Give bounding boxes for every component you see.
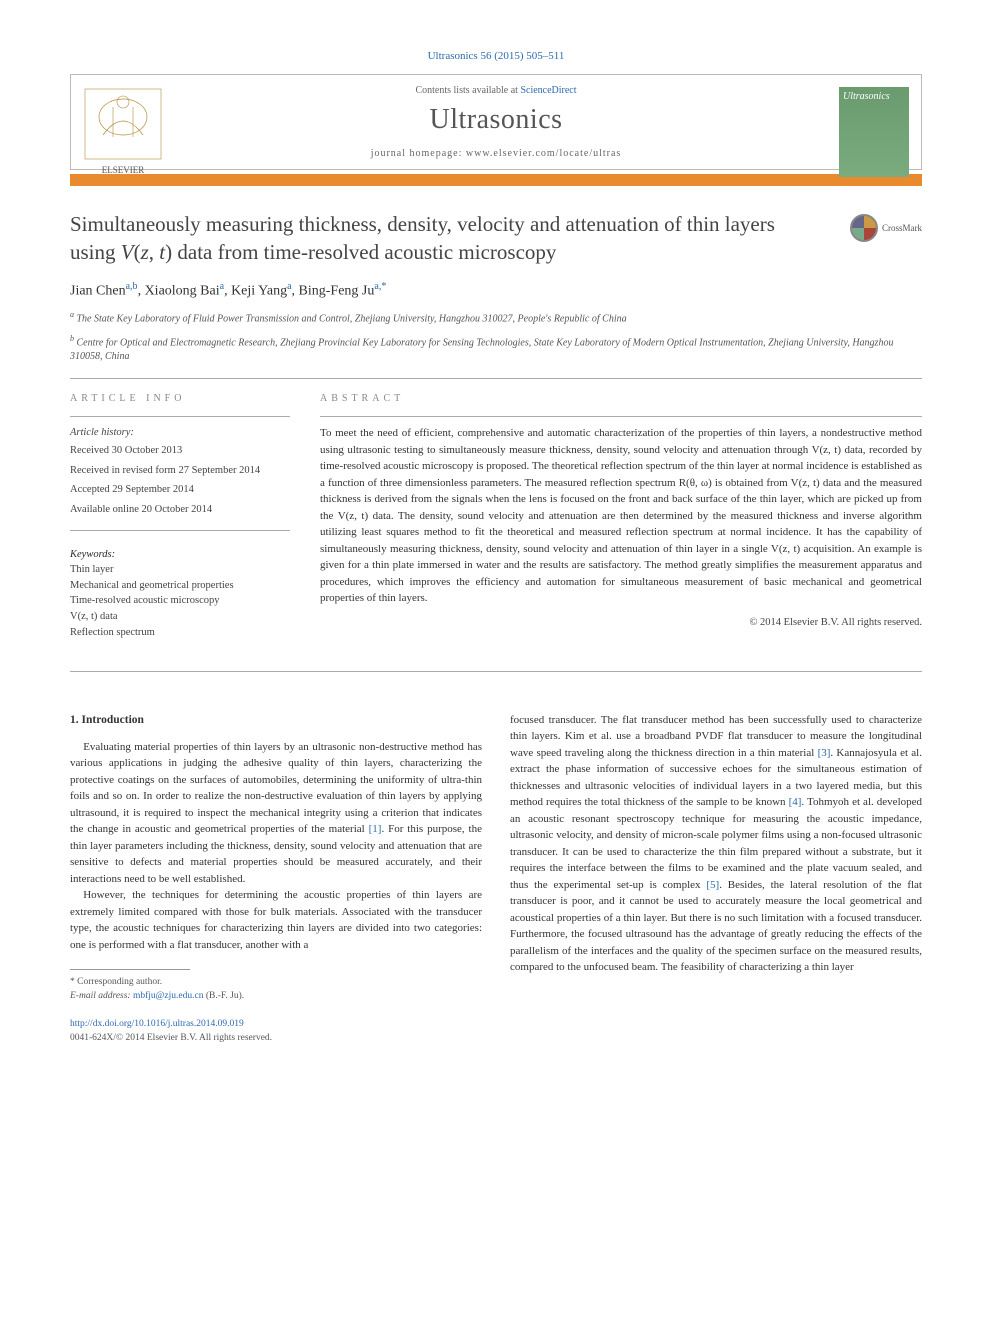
sciencedirect-link[interactable]: ScienceDirect	[520, 85, 576, 96]
divider	[70, 671, 922, 672]
intro-para-3: focused transducer. The flat transducer …	[510, 712, 922, 976]
authors-line: Jian Chena,b, Xiaolong Baia, Keji Yanga,…	[70, 281, 922, 300]
author-1-affil[interactable]: a,b	[126, 281, 138, 292]
homepage-prefix: journal homepage:	[371, 148, 466, 159]
author-2-affil[interactable]: a	[220, 281, 224, 292]
author-1[interactable]: Jian Chen	[70, 283, 126, 298]
elsevier-logo[interactable]: ELSEVIER	[83, 87, 163, 177]
crossmark-label: CrossMark	[882, 222, 922, 234]
keyword-1: Thin layer	[70, 562, 290, 578]
crossmark-badge[interactable]: CrossMark	[850, 214, 922, 242]
journal-header: ELSEVIER Ultrasonics Contents lists avai…	[70, 74, 922, 170]
article-title: Simultaneously measuring thickness, dens…	[70, 210, 922, 267]
crossmark-icon	[850, 214, 878, 242]
doi-link[interactable]: http://dx.doi.org/10.1016/j.ultras.2014.…	[70, 1019, 244, 1029]
history-revised: Received in revised form 27 September 20…	[70, 463, 290, 479]
footnote-separator	[70, 969, 190, 970]
section-heading-intro: 1. Introduction	[70, 712, 482, 729]
abstract-label: abstract	[320, 393, 922, 404]
article-info-column: article info Article history: Received 3…	[70, 393, 290, 641]
email-suffix: (B.-F. Ju).	[203, 991, 244, 1001]
author-4-affil[interactable]: a,*	[374, 281, 386, 292]
journal-cover-thumbnail[interactable]: Ultrasonics	[839, 87, 909, 177]
history-received: Received 30 October 2013	[70, 443, 290, 459]
doi-block: http://dx.doi.org/10.1016/j.ultras.2014.…	[70, 1017, 482, 1046]
intro-para-2: However, the techniques for determining …	[70, 887, 482, 953]
affiliation-b: b Centre for Optical and Electromagnetic…	[70, 333, 922, 364]
journal-name: Ultrasonics	[181, 104, 811, 136]
issn-copyright: 0041-624X/© 2014 Elsevier B.V. All right…	[70, 1031, 482, 1045]
contents-line: Contents lists available at ScienceDirec…	[181, 85, 811, 96]
corr-author-line: * Corresponding author.	[70, 976, 482, 989]
ref-5-link[interactable]: [5]	[706, 879, 719, 891]
abstract-column: abstract To meet the need of efficient, …	[320, 393, 922, 641]
author-4[interactable]: Bing-Feng Ju	[299, 283, 375, 298]
author-3-affil[interactable]: a	[287, 281, 291, 292]
keywords-head: Keywords:	[70, 549, 290, 560]
ref-3-link[interactable]: [3]	[818, 747, 831, 759]
intro-para-1: Evaluating material properties of thin l…	[70, 739, 482, 888]
contents-prefix: Contents lists available at	[415, 85, 520, 96]
homepage-url[interactable]: www.elsevier.com/locate/ultras	[466, 148, 621, 159]
history-online: Available online 20 October 2014	[70, 502, 290, 518]
journal-reference: Ultrasonics 56 (2015) 505–511	[70, 50, 922, 62]
abstract-text: To meet the need of efficient, comprehen…	[320, 425, 922, 607]
info-label: article info	[70, 393, 290, 404]
history-accepted: Accepted 29 September 2014	[70, 482, 290, 498]
keyword-4: V(z, t) data	[70, 609, 290, 625]
ref-1-link[interactable]: [1]	[369, 823, 382, 835]
author-2[interactable]: Xiaolong Bai	[145, 283, 220, 298]
keyword-5: Reflection spectrum	[70, 625, 290, 641]
divider	[70, 378, 922, 379]
keyword-3: Time-resolved acoustic microscopy	[70, 593, 290, 609]
keyword-2: Mechanical and geometrical properties	[70, 578, 290, 594]
email-label: E-mail address:	[70, 991, 133, 1001]
body-text: 1. Introduction Evaluating material prop…	[70, 712, 922, 1046]
abstract-copyright: © 2014 Elsevier B.V. All rights reserved…	[320, 617, 922, 628]
affiliation-a: a The State Key Laboratory of Fluid Powe…	[70, 309, 922, 326]
corresponding-author-footnote: * Corresponding author. E-mail address: …	[70, 976, 482, 1003]
author-3[interactable]: Keji Yang	[231, 283, 287, 298]
ref-4-link[interactable]: [4]	[789, 796, 802, 808]
orange-divider-bar	[70, 174, 922, 186]
elsevier-text: ELSEVIER	[102, 165, 145, 175]
cover-title: Ultrasonics	[843, 91, 890, 102]
homepage-line: journal homepage: www.elsevier.com/locat…	[181, 148, 811, 159]
corr-email-link[interactable]: mbfju@zju.edu.cn	[133, 991, 203, 1001]
history-head: Article history:	[70, 425, 290, 441]
